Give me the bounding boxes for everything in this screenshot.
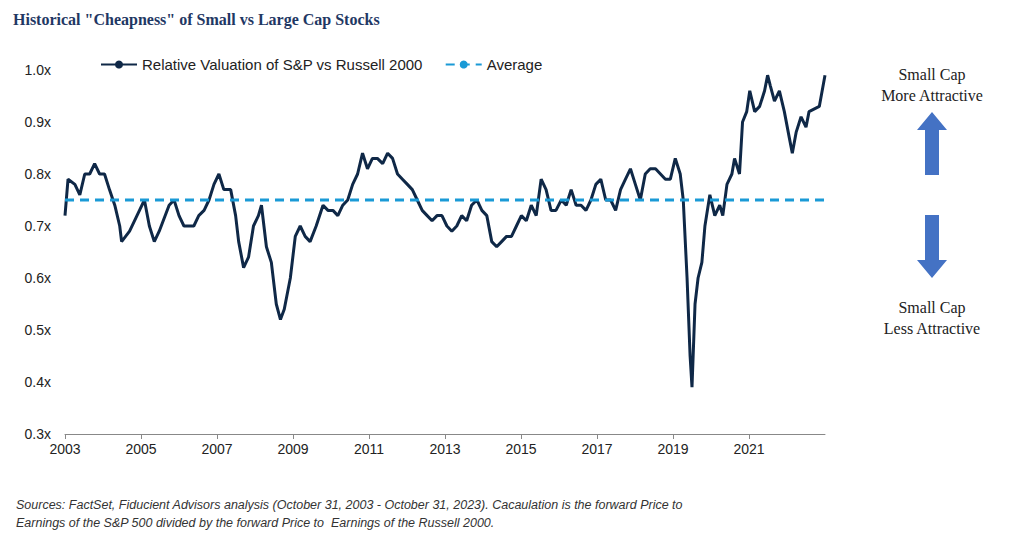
svg-text:Less Attractive: Less Attractive bbox=[884, 320, 980, 337]
svg-text:Sources: FactSet, Fiducient Ad: Sources: FactSet, Fiducient Advisors ana… bbox=[16, 498, 683, 512]
svg-text:0.9x: 0.9x bbox=[25, 114, 51, 130]
svg-text:2015: 2015 bbox=[505, 441, 536, 457]
svg-text:Historical "Cheapness" of Smal: Historical "Cheapness" of Small vs Large… bbox=[13, 11, 380, 29]
svg-text:2005: 2005 bbox=[125, 441, 156, 457]
svg-text:0.7x: 0.7x bbox=[25, 218, 51, 234]
svg-text:More Attractive: More Attractive bbox=[881, 87, 983, 104]
svg-text:0.4x: 0.4x bbox=[25, 374, 51, 390]
svg-text:2011: 2011 bbox=[354, 441, 384, 457]
svg-text:2003: 2003 bbox=[49, 441, 80, 457]
svg-text:0.8x: 0.8x bbox=[25, 166, 51, 182]
svg-text:0.6x: 0.6x bbox=[25, 270, 51, 286]
svg-text:Small Cap: Small Cap bbox=[898, 299, 965, 317]
svg-text:2009: 2009 bbox=[277, 441, 308, 457]
svg-text:0.5x: 0.5x bbox=[25, 322, 51, 338]
svg-text:Average: Average bbox=[487, 56, 543, 73]
svg-text:2017: 2017 bbox=[581, 441, 612, 457]
svg-text:Relative Valuation of S&P vs R: Relative Valuation of S&P vs Russell 200… bbox=[142, 56, 422, 73]
svg-text:2013: 2013 bbox=[429, 441, 460, 457]
svg-text:2019: 2019 bbox=[657, 441, 688, 457]
svg-text:2021: 2021 bbox=[733, 441, 764, 457]
svg-text:Earnings of the S&P 500 divide: Earnings of the S&P 500 divided by the f… bbox=[16, 516, 494, 530]
svg-text:Small Cap: Small Cap bbox=[898, 66, 965, 84]
svg-text:0.3x: 0.3x bbox=[25, 426, 51, 442]
svg-text:1.0x: 1.0x bbox=[25, 62, 51, 78]
svg-text:2007: 2007 bbox=[201, 441, 232, 457]
